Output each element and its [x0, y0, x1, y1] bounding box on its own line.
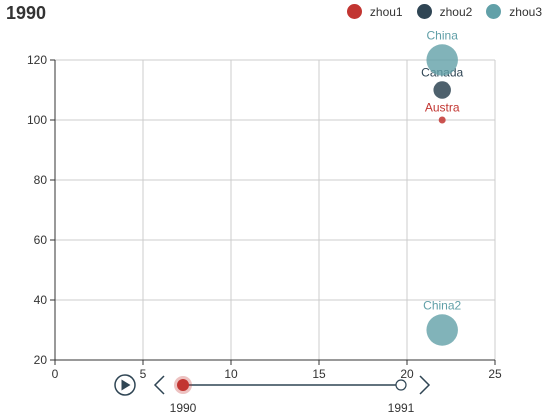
axes: 0 5 10 15 20 25 20 40 60 80 100 120: [27, 53, 502, 381]
data-point-china2[interactable]: [426, 314, 458, 346]
legend-item-zhou2[interactable]: zhou2: [416, 4, 473, 19]
y-tick-label: 100: [27, 113, 47, 127]
y-tick-label: 60: [34, 233, 48, 247]
legend: zhou1 zhou2 zhou3: [346, 4, 542, 19]
x-tick-label: 20: [400, 367, 414, 381]
y-tick-label: 120: [27, 53, 47, 67]
x-tick-label: 10: [224, 367, 238, 381]
data-point-china[interactable]: [426, 44, 458, 76]
legend-item-zhou3[interactable]: zhou3: [486, 4, 542, 19]
next-icon[interactable]: [419, 375, 431, 395]
x-tick-label: 0: [52, 367, 59, 381]
play-button[interactable]: [114, 374, 136, 396]
data-point-canada[interactable]: [433, 81, 451, 99]
timeline: 1990 1991: [114, 374, 431, 415]
data-label-austra: Austra: [425, 101, 460, 115]
timeline-label-1991: 1991: [388, 401, 415, 415]
y-tick-label: 40: [34, 293, 48, 307]
play-icon: [121, 379, 131, 391]
legend-marker-zhou2: [416, 4, 432, 19]
data-label-china2: China2: [423, 298, 461, 312]
legend-label-zhou3: zhou3: [509, 4, 542, 19]
x-tick-label: 15: [312, 367, 326, 381]
data-label-china: China: [427, 28, 459, 42]
timeline-label-1990: 1990: [170, 401, 197, 415]
data-points: AustraCanadaChinaChina2: [421, 28, 464, 346]
legend-marker-zhou3: [486, 4, 502, 19]
legend-item-zhou1[interactable]: zhou1: [346, 4, 403, 19]
legend-label-zhou1: zhou1: [369, 4, 403, 19]
x-tick-label: 25: [488, 367, 502, 381]
data-point-austra[interactable]: [438, 116, 446, 124]
prev-icon[interactable]: [153, 375, 165, 395]
timeline-current-marker[interactable]: [177, 379, 189, 391]
legend-marker-zhou1: [346, 4, 362, 19]
y-tick-label: 20: [34, 353, 48, 367]
x-tick-label: 5: [140, 367, 147, 381]
timeline-marker-1991[interactable]: [395, 379, 407, 391]
timeline-items: 1990 1991: [170, 376, 415, 415]
grid: [55, 59, 496, 360]
legend-label-zhou2: zhou2: [439, 4, 473, 19]
chart-title: 1990: [6, 3, 47, 23]
y-tick-label: 80: [34, 173, 48, 187]
